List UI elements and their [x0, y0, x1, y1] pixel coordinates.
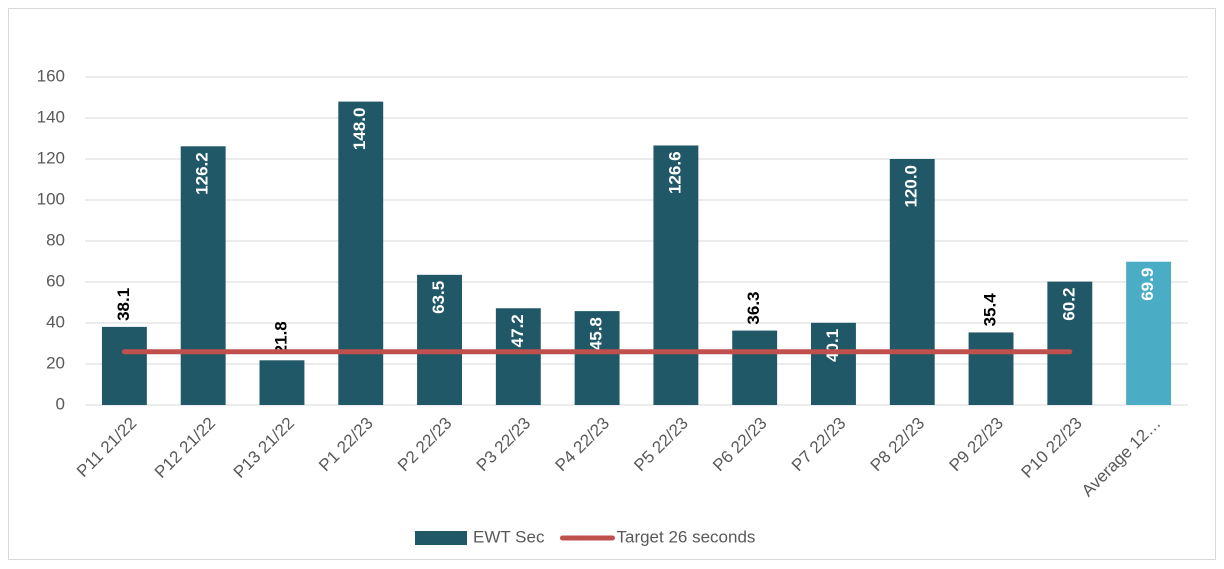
data-label: 69.9 — [1138, 268, 1157, 301]
bar — [574, 311, 620, 405]
data-label: 60.2 — [1059, 288, 1078, 321]
bar — [180, 146, 226, 406]
bar — [101, 326, 147, 405]
y-tick-label: 20 — [46, 353, 65, 372]
bar — [417, 274, 462, 405]
y-tick-label: 60 — [46, 271, 65, 290]
bar — [259, 360, 305, 405]
data-label: 35.4 — [981, 293, 1000, 327]
data-label: 21.8 — [271, 321, 290, 354]
data-label: 126.2 — [193, 152, 212, 195]
y-tick-label: 80 — [46, 230, 65, 249]
bar — [338, 101, 384, 405]
y-tick-label: 120 — [37, 148, 65, 167]
bar — [1047, 281, 1093, 405]
data-label: 45.8 — [587, 317, 606, 350]
y-tick-label: 0 — [56, 394, 65, 413]
data-label: 38.1 — [114, 288, 133, 321]
y-tick-label: 160 — [37, 66, 65, 85]
data-label: 36.3 — [744, 291, 763, 324]
bar — [653, 145, 699, 405]
data-label: 126.6 — [665, 151, 684, 194]
y-tick-label: 100 — [37, 189, 65, 208]
data-label: 120.0 — [902, 165, 921, 208]
bar — [495, 308, 541, 405]
data-label: 63.5 — [429, 281, 448, 314]
data-label: 40.1 — [823, 329, 842, 362]
legend-label: EWT Sec — [473, 527, 545, 546]
y-tick-label: 40 — [46, 312, 65, 331]
bar — [732, 330, 778, 405]
data-label: 47.2 — [508, 314, 527, 347]
y-tick-label: 140 — [37, 107, 65, 126]
bar — [889, 159, 935, 405]
bar — [968, 332, 1014, 405]
legend-label: Target 26 seconds — [616, 527, 755, 546]
bar — [1126, 261, 1172, 405]
bar — [811, 322, 856, 405]
legend-swatch — [415, 531, 467, 545]
data-label: 148.0 — [350, 108, 369, 151]
